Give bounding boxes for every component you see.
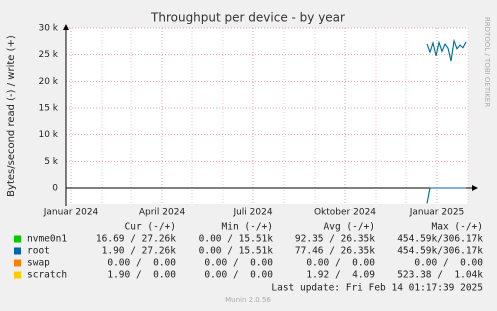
x-tick-label: Januar 2025 [409, 208, 465, 218]
y-tick-label: 30 k [38, 24, 58, 34]
series-line [426, 187, 466, 204]
legend-swatch [14, 235, 21, 243]
x-tick-label: Januar 2024 [43, 208, 99, 218]
x-tick-label: Oktober 2024 [314, 208, 376, 218]
y-tick-label: 15 k [38, 104, 58, 114]
legend-label: root [27, 246, 50, 257]
y-axis-label: Bytes/second read (-) / write (+) [6, 35, 17, 197]
legend-stat: 523.38 / 1.04k [397, 270, 483, 281]
column-header: Max (-/+) [432, 222, 483, 233]
legend-stat: 0.00 / 15.51k [199, 246, 274, 257]
series-line [426, 38, 467, 62]
legend-stat: 0.00 / 0.00 [306, 258, 375, 269]
y-tick-label: 20 k [38, 77, 58, 87]
x-tick-label: April 2024 [139, 208, 186, 218]
y-tick-label: 25 k [38, 50, 58, 60]
legend-stat: 1.90 / 27.26k [102, 246, 177, 257]
legend-stat: 1.90 / 0.00 [107, 270, 176, 281]
legend-label: nvme0n1 [27, 234, 67, 245]
column-header: Avg (-/+) [324, 222, 375, 233]
y-tick-label: 10 k [38, 130, 58, 140]
footer: Munin 2.0.56 [225, 296, 271, 304]
legend-stat: 0.00 / 0.00 [204, 258, 273, 269]
marks [426, 38, 467, 204]
legend-swatch [14, 271, 21, 279]
legend-stat: 16.69 / 27.26k [96, 234, 176, 245]
legend-label: swap [27, 258, 50, 269]
chart-title: Throughput per device - by year [150, 11, 345, 25]
plot-area [66, 28, 468, 204]
y-tick-label: 5 k [44, 157, 59, 167]
last-update: Last update: Fri Feb 14 01:17:39 2025 [271, 283, 483, 294]
legend-stat: 0.00 / 0.00 [107, 258, 176, 269]
legend-stat: 0.00 / 15.51k [199, 234, 274, 245]
side-text: RRDTOOL / TOBI OETIKER [483, 17, 491, 107]
column-header: Cur (-/+) [125, 222, 176, 233]
legend-label: scratch [27, 270, 67, 281]
column-header: Min (-/+) [222, 222, 273, 233]
legend-stat: 92.35 / 26.35k [295, 234, 375, 245]
legend-stat: 0.00 / 0.00 [204, 270, 273, 281]
legend-stat: 454.59k/306.17k [397, 246, 483, 257]
legend-stat: 0.00 / 0.00 [414, 258, 483, 269]
legend-swatch [14, 247, 21, 255]
y-tick-label: 0 [52, 184, 58, 194]
y-arrow [63, 24, 69, 30]
legend-swatch [14, 259, 21, 267]
legend-stat: 1.92 / 4.09 [306, 270, 375, 281]
grid [66, 27, 478, 204]
x-tick-label: Juli 2024 [232, 208, 272, 218]
legend-stat: 454.59k/306.17k [397, 234, 483, 245]
x-arrow [472, 185, 478, 191]
legend-stat: 77.46 / 26.35k [295, 246, 375, 257]
